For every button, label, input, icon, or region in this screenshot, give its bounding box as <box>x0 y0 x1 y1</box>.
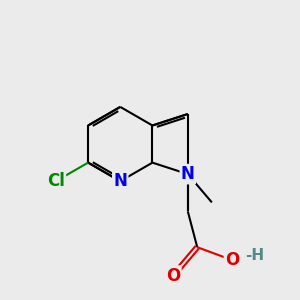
Text: N: N <box>113 172 127 190</box>
Text: Cl: Cl <box>47 172 65 190</box>
Text: O: O <box>166 266 180 284</box>
Text: N: N <box>181 165 195 183</box>
Text: -H: -H <box>245 248 265 263</box>
Text: O: O <box>225 251 239 269</box>
